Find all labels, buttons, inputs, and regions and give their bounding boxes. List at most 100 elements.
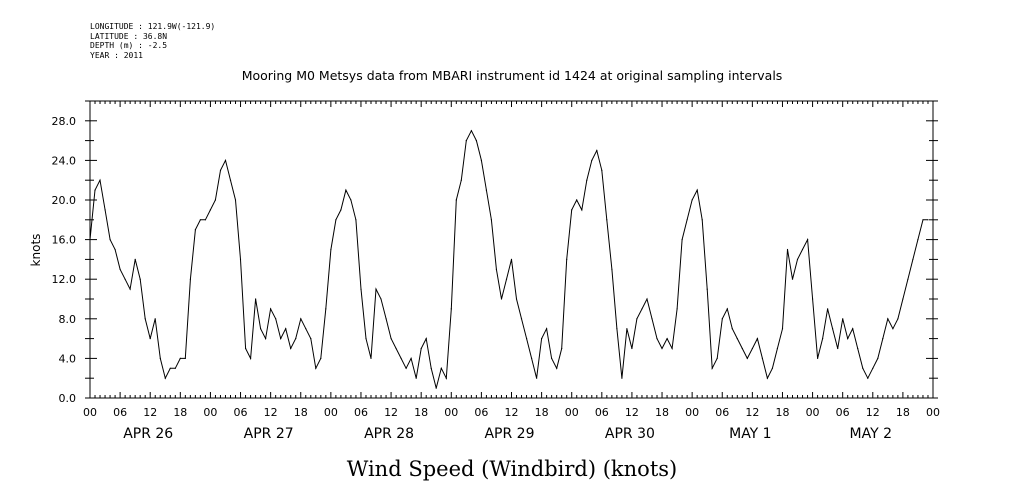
wind-speed-point (721, 318, 723, 320)
wind-speed-point (536, 377, 538, 379)
wind-speed-point (661, 347, 663, 350)
y-tick-label: 8.0 (59, 313, 77, 326)
wind-speed-point (460, 179, 462, 181)
wind-speed-point (410, 357, 412, 359)
wind-speed-point (786, 248, 789, 251)
wind-speed-point (701, 219, 703, 221)
wind-speed-point (114, 248, 116, 251)
x-tick-label: 18 (535, 406, 549, 419)
wind-speed-point (606, 219, 608, 221)
x-tick-label: 18 (775, 406, 789, 419)
wind-speed-point (199, 219, 201, 221)
wind-speed-point (229, 179, 232, 181)
wind-speed-point (300, 318, 302, 320)
wind-speed-point (470, 130, 472, 132)
wind-speed-point (922, 219, 924, 221)
series-layer (89, 129, 929, 389)
wind-speed-point (174, 367, 176, 369)
wind-speed-point (631, 347, 633, 350)
x-tick-label: 06 (354, 406, 368, 419)
wind-speed-point (265, 338, 267, 340)
x-tick-label: 12 (745, 406, 759, 419)
wind-speed-point (761, 357, 764, 359)
wind-speed-point (541, 338, 543, 340)
y-tick-label: 24.0 (52, 154, 77, 167)
wind-speed-point (812, 298, 814, 300)
wind-speed-point (510, 258, 513, 260)
x-tick-label: 06 (836, 406, 850, 419)
wind-speed-point (245, 347, 247, 350)
wind-speed-point (119, 268, 121, 270)
y-tick-label: 0.0 (59, 392, 77, 405)
x-tick-label: 12 (866, 406, 880, 419)
wind-speed-point (711, 367, 713, 369)
wind-speed-point (355, 219, 357, 221)
wind-speed-point (435, 387, 437, 389)
wind-speed-point (330, 248, 332, 251)
wind-speed-point (239, 258, 242, 260)
wind-speed-point (144, 318, 146, 320)
wind-speed-point (124, 278, 126, 280)
wind-speed-point (520, 318, 523, 320)
wind-speed-point (561, 347, 563, 350)
wind-speed-point (611, 268, 613, 270)
wind-speed-point (350, 199, 352, 201)
x-tick-label: 12 (264, 406, 278, 419)
y-tick-label: 16.0 (52, 234, 77, 247)
y-tick-label: 4.0 (59, 352, 77, 365)
wind-speed-point (912, 258, 914, 260)
wind-speed-point (676, 308, 678, 310)
wind-speed-point (731, 328, 733, 330)
axes-layer: 00 06 12 18 00 06 12 18 00 06 12 18 00 06 12 18 00 06 12 18… (52, 100, 940, 442)
wind-speed-point (832, 328, 834, 330)
wind-speed-point (179, 357, 181, 359)
wind-speed-point (310, 338, 312, 340)
wind-speed-point (405, 367, 407, 369)
wind-speed-point (621, 377, 623, 379)
y-tick-label: 12.0 (52, 273, 77, 286)
wind-speed-point (154, 318, 156, 320)
wind-speed-series-line (89, 129, 928, 389)
x-tick-label: 18 (294, 406, 308, 419)
wind-speed-point (766, 377, 769, 379)
wind-speed-point (817, 357, 819, 359)
wind-speed-point (801, 248, 804, 251)
x-tick-label: 18 (655, 406, 669, 419)
x-tick-label: 12 (625, 406, 639, 419)
wind-speed-point (475, 140, 477, 142)
wind-speed-point (706, 288, 708, 290)
wind-speed-point (877, 357, 879, 359)
x-tick-label: 00 (565, 406, 579, 419)
y-tick-label: 20.0 (52, 194, 77, 207)
wind-speed-point (400, 357, 402, 359)
wind-speed-point (104, 209, 106, 211)
wind-speed-point (380, 298, 382, 300)
wind-speed-point (395, 347, 397, 350)
x-tick-label: 06 (113, 406, 127, 419)
wind-speed-point (94, 189, 96, 191)
wind-speed-point (686, 219, 688, 221)
wind-speed-point (581, 209, 583, 211)
wind-speed-point (857, 347, 859, 350)
wind-speed-point (255, 298, 257, 300)
wind-speed-point (224, 159, 227, 161)
wind-speed-point (796, 258, 799, 260)
wind-speed-point (295, 338, 297, 340)
wind-speed-point (576, 199, 578, 201)
wind-speed-point (234, 199, 237, 201)
wind-speed-point (425, 338, 427, 340)
wind-speed-point (134, 258, 136, 260)
wind-speed-point (917, 239, 919, 241)
x-day-label: MAY 2 (850, 426, 892, 442)
x-day-label: MAY 1 (729, 426, 771, 442)
wind-speed-point (260, 328, 262, 330)
x-axis-title: Wind Speed (Windbird) (knots) (347, 457, 677, 481)
x-day-label: APR 28 (364, 426, 414, 442)
wind-speed-point (315, 367, 317, 369)
wind-speed-point (531, 357, 533, 359)
wind-speed-point (726, 308, 728, 310)
wind-speed-point (882, 338, 884, 340)
wind-speed-point (139, 278, 141, 280)
wind-speed-point (892, 328, 894, 330)
